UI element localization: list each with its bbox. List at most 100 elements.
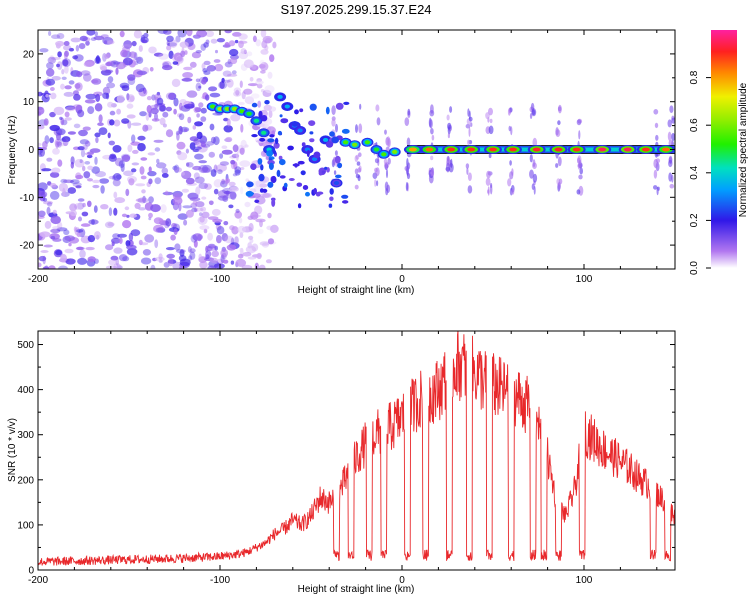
noise-blob [264,85,275,94]
noise-blob [226,73,238,77]
noise-blob [166,45,172,51]
noise-blob [100,34,109,39]
noise-blob [64,65,69,74]
trace-blob [333,181,340,185]
noise-blob [210,169,217,177]
trace-scatter [299,108,304,113]
noise-blob [157,30,168,34]
noise-blob [198,102,204,108]
noise-blob [45,94,49,98]
noise-blob [250,211,259,220]
bottom-ytick-label: 0 [28,566,34,577]
noise-blob [213,179,223,188]
noise-blob [67,187,77,194]
noise-blob [210,136,216,144]
noise-blob [87,178,93,182]
noise-blob [108,259,117,266]
noise-blob [224,42,230,48]
noise-blob [247,242,252,249]
trace-blob [322,137,329,142]
noise-blob [112,145,122,153]
noise-blob [105,244,114,251]
noise-blob [91,219,95,225]
noise-blob [168,50,174,59]
noise-blob [72,104,83,110]
noise-blob [99,178,110,184]
noise-blob [118,160,125,168]
noise-blob [122,57,133,66]
noise-blob [108,207,113,217]
noise-blob [92,184,100,189]
noise-blob [168,92,177,101]
top-ytick-label: 10 [23,97,35,108]
noise-blob [183,66,193,71]
noise-blob [73,226,77,232]
noise-blob [42,197,48,202]
vertical-streak [508,125,512,132]
noise-blob [87,151,94,155]
vertical-streak [376,180,379,187]
noise-blob [161,64,173,71]
noise-blob [205,30,215,37]
vertical-streak [430,128,434,135]
trace-scatter [331,136,340,144]
noise-blob [232,173,238,177]
vertical-streak [671,133,675,141]
noise-blob [51,167,61,174]
colorbar: 0.0 0.2 0.4 0.6 0.8 Normalized spectral ampl… [689,30,749,275]
noise-blob [145,112,150,121]
noise-blob [57,159,63,167]
noise-blob [179,265,184,269]
noise-blob [187,246,192,253]
noise-blob [109,119,115,126]
noise-blob [196,113,200,118]
noise-blob [260,193,271,198]
noise-blob [74,158,85,168]
trace-blob [217,106,223,111]
noise-blob [131,162,140,166]
trace-scatter [259,137,266,142]
vertical-streak [669,183,675,189]
vertical-streak [404,117,410,126]
noise-blob [46,62,54,70]
noise-blob [148,166,152,173]
noise-blob [76,246,84,250]
noise-blob [229,57,238,65]
noise-blob [73,93,81,101]
noise-blob [63,229,70,236]
noise-blob [215,49,218,54]
vertical-streak [578,130,581,140]
vertical-streak [383,158,388,165]
vertical-streak [667,131,672,141]
bottom-xlabel: Height of straight line (km) [298,584,415,595]
noise-blob [100,185,105,194]
noise-blob [226,244,237,251]
noise-blob [70,37,81,43]
noise-blob [150,107,159,115]
noise-blob [179,41,189,48]
noise-blob [181,188,189,193]
noise-blob [87,235,96,243]
noise-blob [235,89,240,96]
noise-blob [38,91,43,97]
trace-scatter [294,109,299,115]
noise-blob [181,77,193,82]
noise-blob [137,143,146,152]
noise-blob [134,202,141,209]
noise-blob [57,51,62,58]
noise-blob [58,265,68,269]
trace-blob [261,130,267,135]
noise-blob [43,118,49,126]
noise-blob [201,78,207,85]
noise-blob [220,248,228,258]
noise-blob [48,265,56,269]
trace-scatter [297,160,305,165]
noise-blob [47,56,56,64]
noise-blob [168,257,174,267]
vertical-streak [355,154,360,160]
noise-blob [138,45,143,52]
noise-blob [107,222,115,227]
bottom-xtick-label: -100 [210,575,230,586]
